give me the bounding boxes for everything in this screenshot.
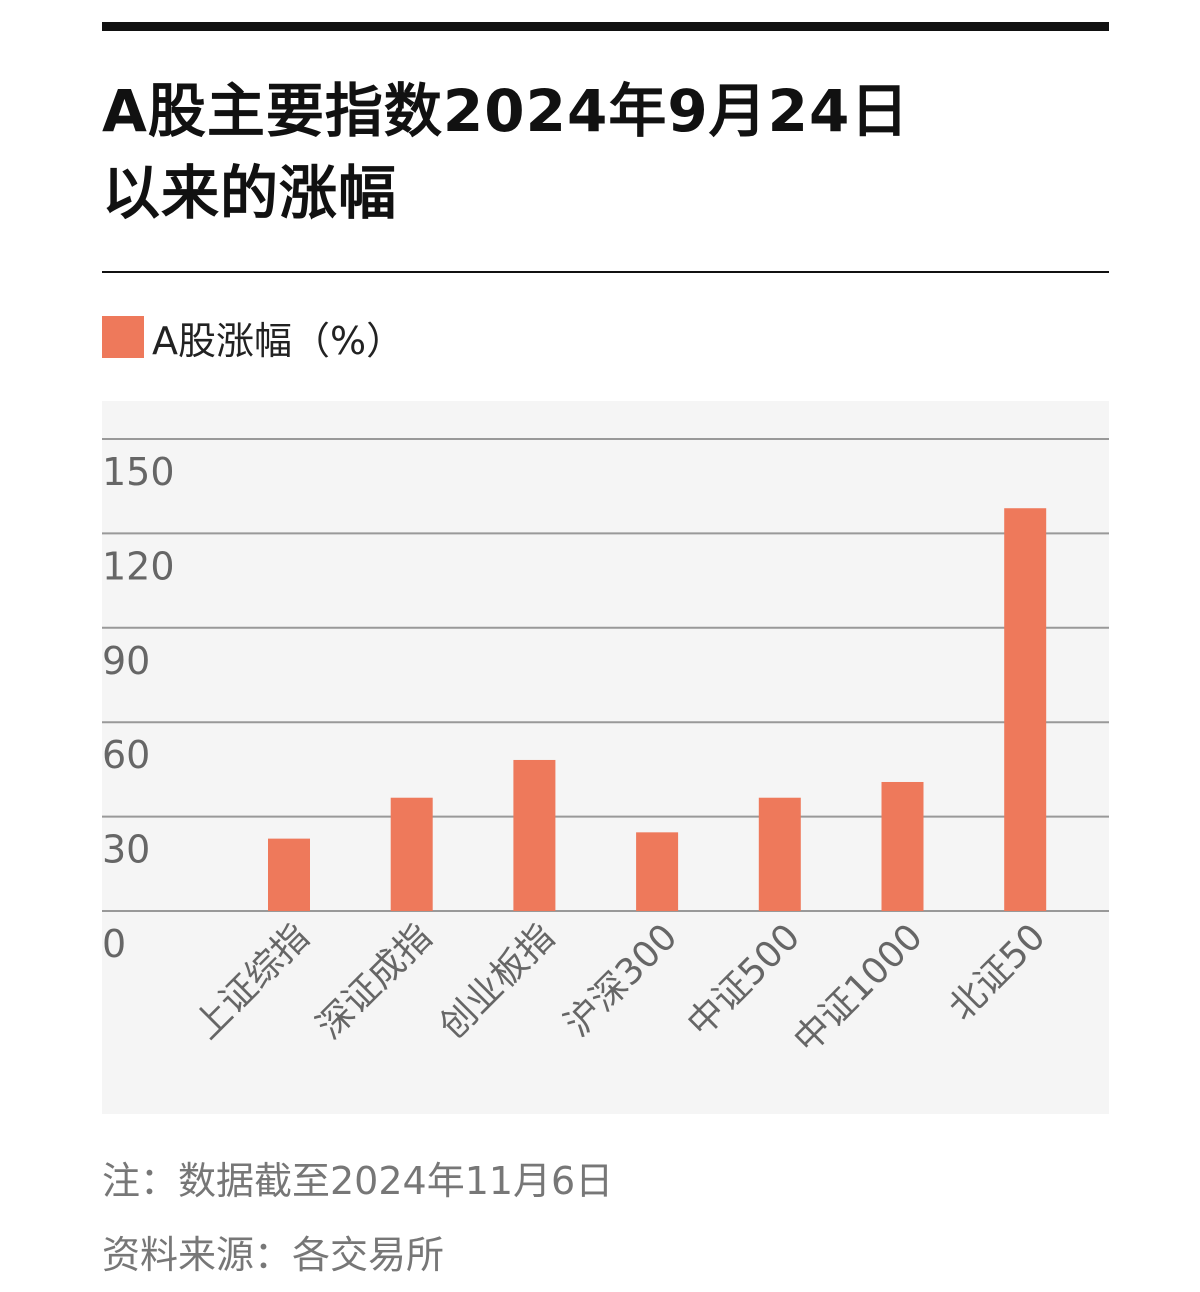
x-tick-label: 上证综指	[187, 916, 318, 1047]
y-tick-label: 90	[102, 639, 150, 683]
x-tick-label: 中证500	[680, 916, 808, 1044]
source-note: 资料来源：各交易所	[102, 1233, 445, 1277]
title-divider	[102, 271, 1109, 273]
bar	[758, 797, 801, 911]
bar	[1004, 508, 1047, 911]
y-tick-label: 30	[102, 828, 150, 872]
y-tick-label: 60	[102, 733, 150, 777]
x-tick-label: 沪深300	[557, 916, 685, 1044]
x-tick-label: 北证50	[941, 916, 1053, 1028]
title-line-1: A股主要指数2024年9月24日	[102, 77, 910, 145]
chart-title: A股主要指数2024年9月24日 以来的涨幅	[102, 70, 1102, 234]
legend: A股涨幅（%）	[102, 312, 405, 363]
x-tick-label: 深证成指	[309, 916, 440, 1047]
bar	[390, 797, 433, 911]
y-tick-label: 120	[102, 544, 175, 588]
y-tick-label: 0	[102, 922, 126, 966]
bar	[513, 759, 556, 911]
legend-label: A股涨幅（%）	[152, 318, 405, 363]
plot-area: 0 30 60 90 120 150 上证综指 深证成指 创业板指 沪深300 中证500 中证100…	[102, 401, 1109, 1114]
top-rule	[102, 22, 1109, 31]
bar-chart: 0 30 60 90 120 150 上证综指深证成指创业板指沪深300中证500中证100…	[102, 438, 1109, 1061]
bar	[881, 781, 924, 911]
date-note: 注：数据截至2024年11月6日	[102, 1159, 614, 1203]
bar	[636, 832, 679, 911]
title-line-2: 以来的涨幅	[102, 159, 398, 227]
legend-swatch	[102, 316, 144, 358]
y-tick-label: 150	[102, 450, 175, 494]
x-tick-label: 中证1000	[786, 916, 931, 1061]
bar	[268, 838, 310, 911]
x-tick-label: 创业板指	[432, 916, 563, 1047]
